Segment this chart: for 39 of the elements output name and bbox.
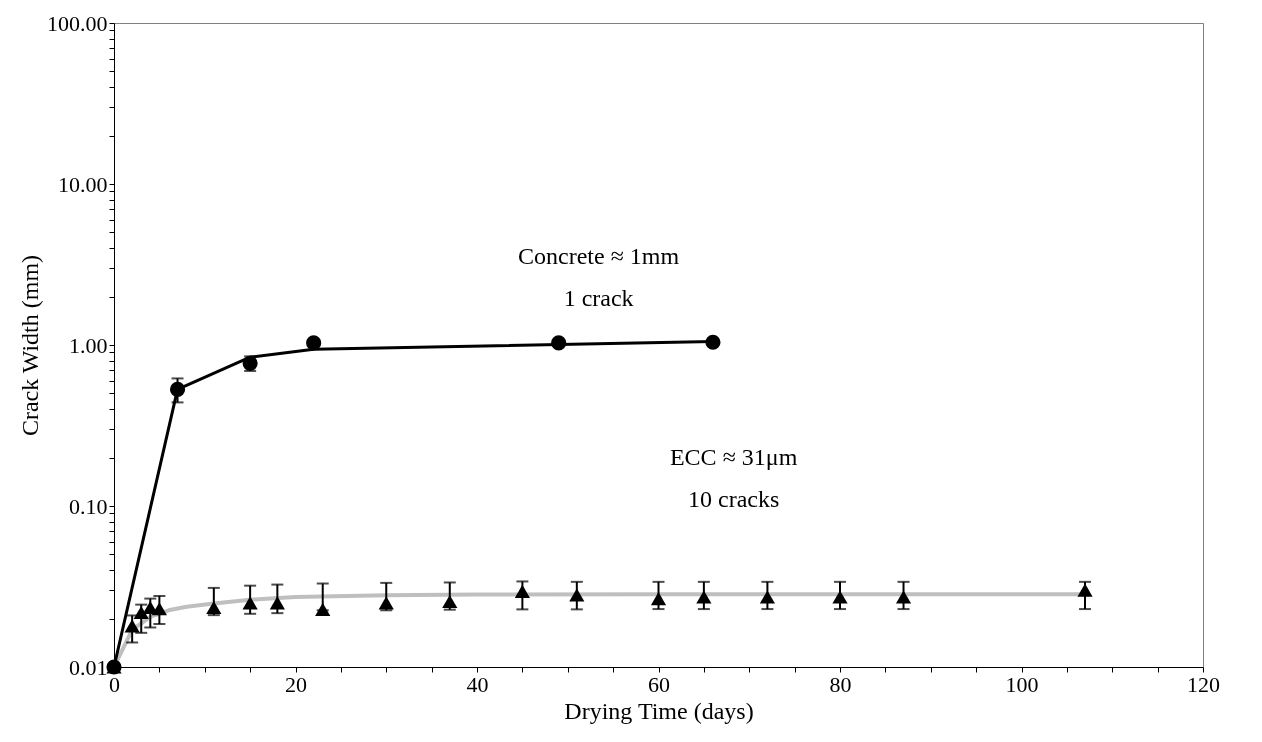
x-tick-label: 100 [1005, 671, 1039, 697]
y-tick-label: 1.00 [69, 332, 108, 358]
x-tick-label: 80 [829, 671, 852, 697]
annotation: 10 cracks [687, 486, 780, 513]
point [514, 584, 530, 598]
point [378, 596, 394, 610]
point [242, 596, 258, 610]
point [569, 588, 585, 602]
x-tick-label: 120 [1187, 671, 1220, 697]
point [696, 590, 712, 604]
point [895, 590, 912, 604]
point [832, 590, 848, 604]
point [269, 596, 285, 610]
point [169, 381, 186, 397]
point [315, 602, 331, 616]
point [759, 590, 775, 604]
point [442, 594, 458, 609]
point [1077, 583, 1093, 597]
point [650, 592, 667, 606]
point [551, 335, 567, 351]
annotation: 1 crack [563, 285, 634, 312]
annotation: Concrete ≈ 1mm [518, 243, 680, 270]
y-tick-label: 100.00 [47, 10, 108, 36]
point [133, 605, 149, 620]
annotation: ECC ≈ 31μm [669, 443, 798, 470]
x-tick-label: 60 [648, 671, 670, 697]
point [306, 335, 322, 351]
y-tick-label: 0.01 [69, 654, 108, 680]
x-tick-label: 40 [466, 671, 489, 697]
point [705, 334, 721, 350]
y-tick-label: 0.10 [69, 493, 108, 519]
x-tick-label: 20 [285, 671, 307, 697]
y-axis-title: Crack Width (mm) [17, 254, 43, 437]
y-tick-label: 10.00 [58, 171, 108, 197]
point [151, 602, 167, 616]
x-tick-label: 0 [109, 671, 120, 697]
x-axis-title: Drying Time (days) [564, 697, 754, 724]
point [124, 619, 140, 633]
point [206, 600, 222, 615]
